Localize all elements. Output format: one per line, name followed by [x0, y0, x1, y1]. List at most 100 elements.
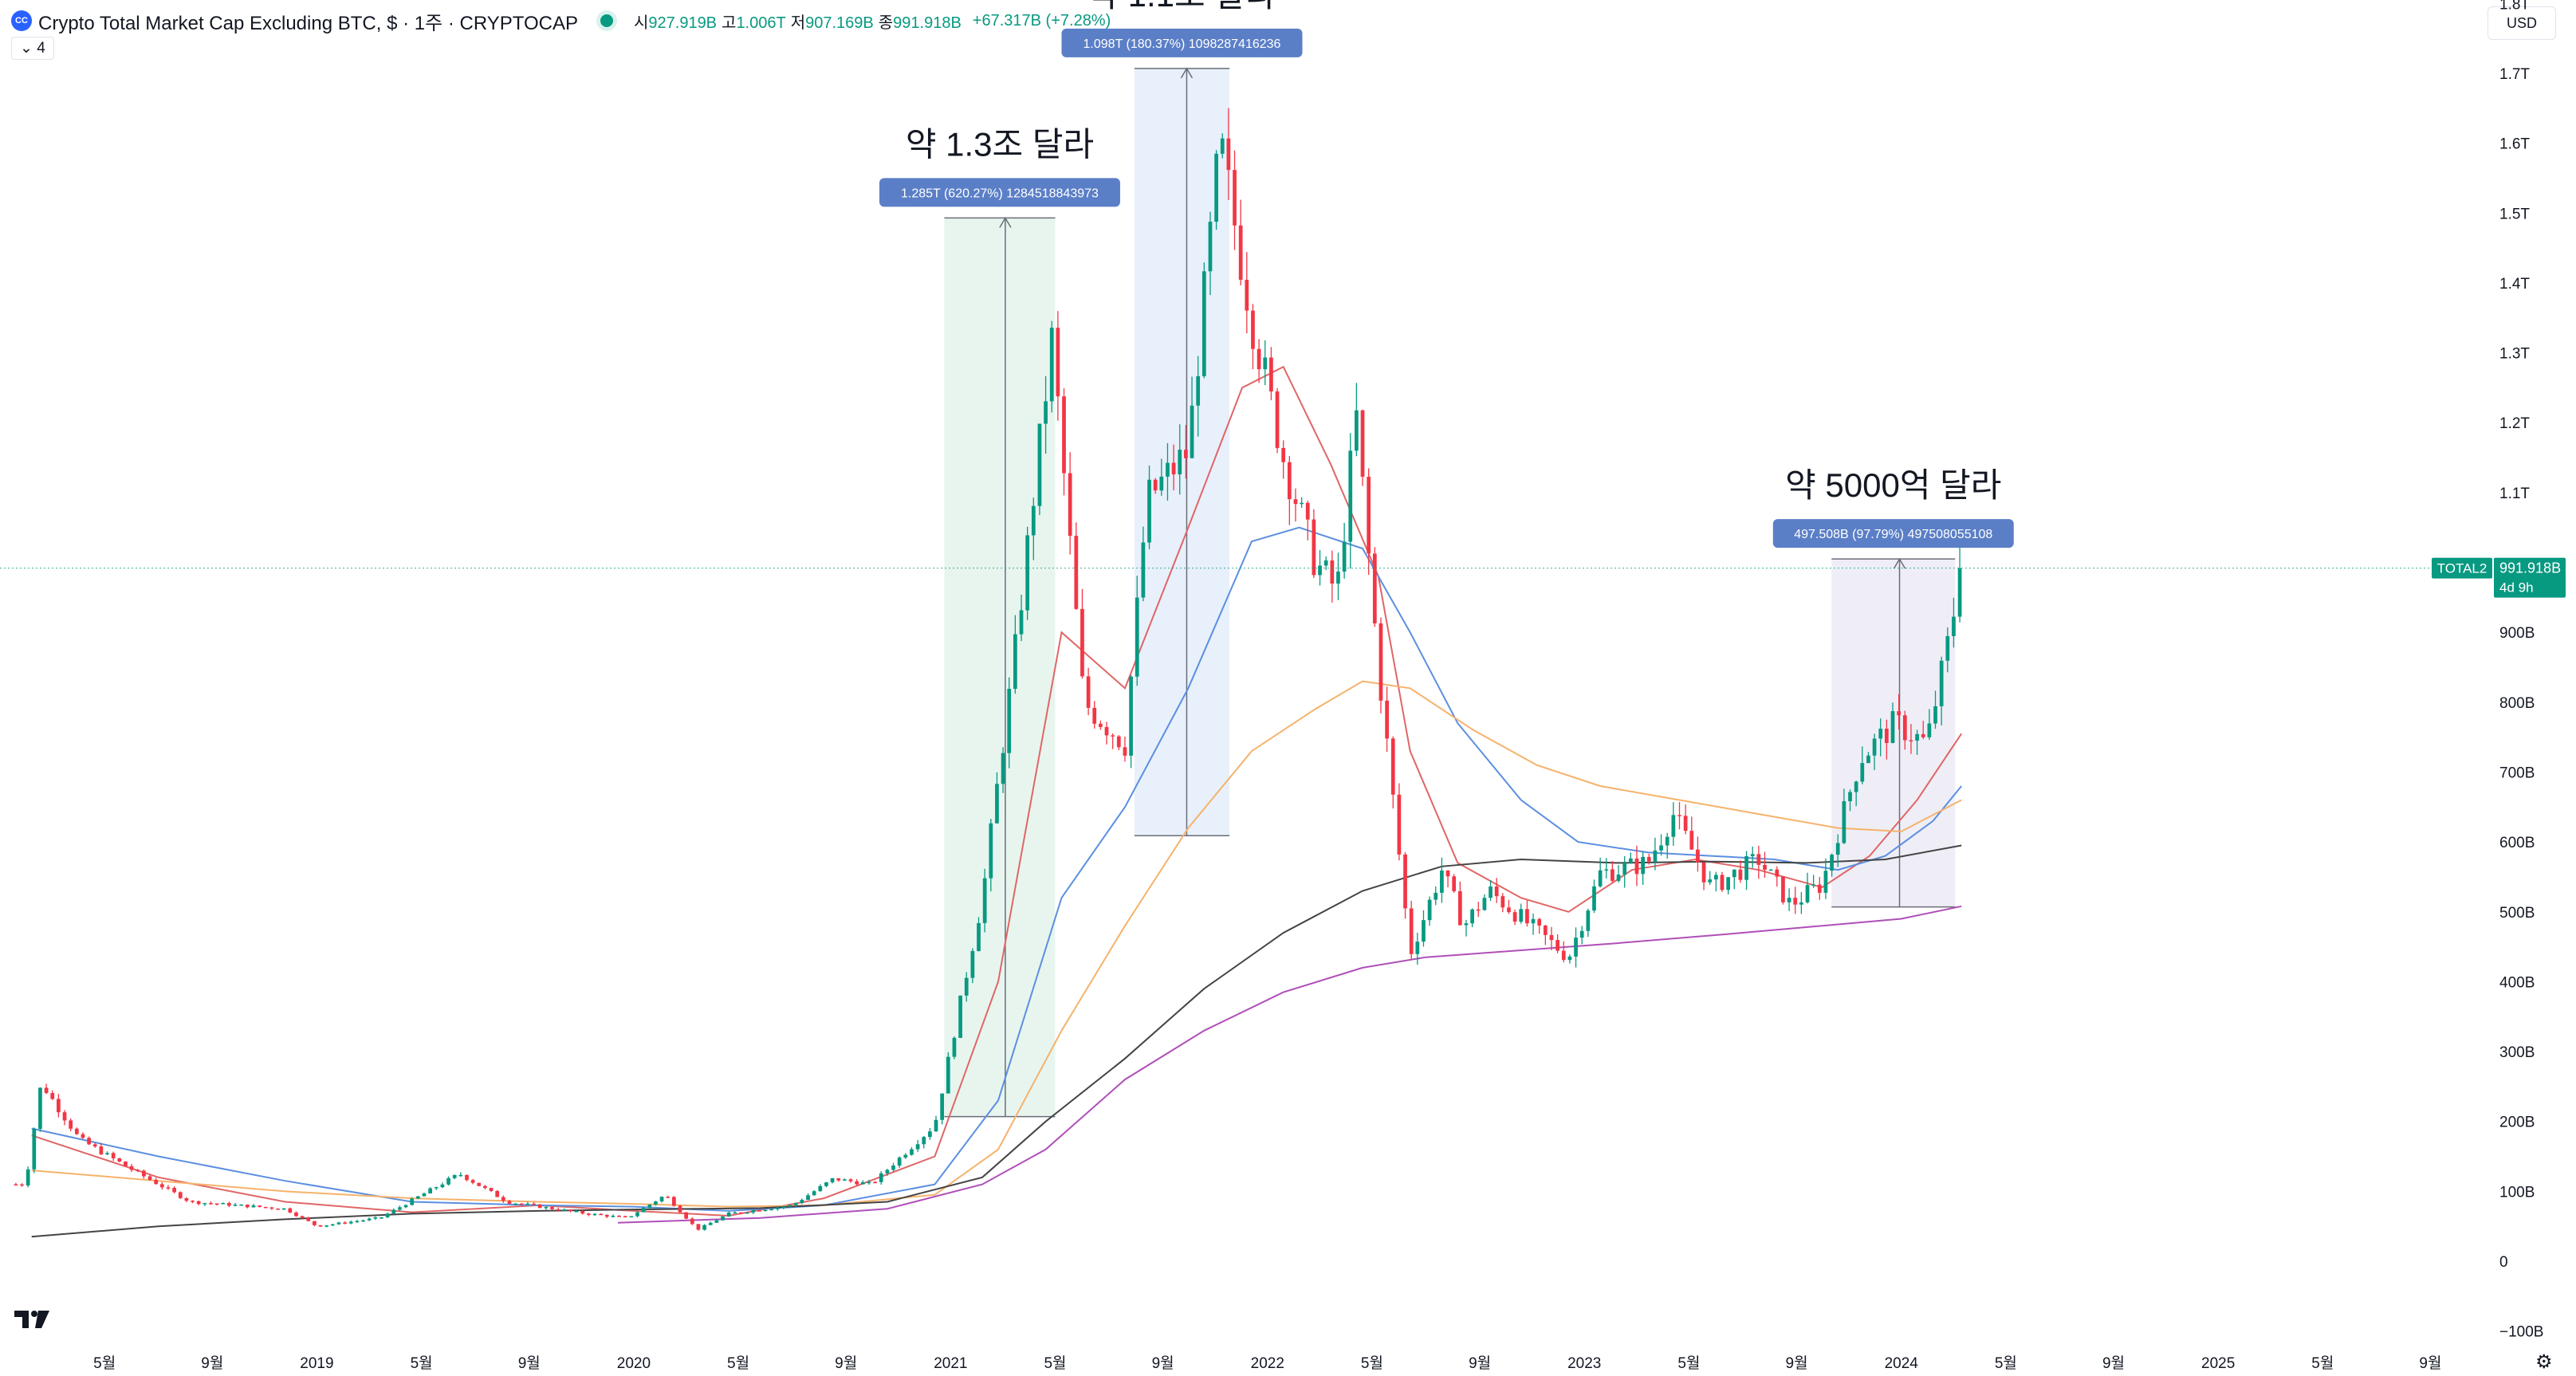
candle-body [1738, 869, 1743, 880]
range-annotation-text[interactable]: 약 5000억 달라 [1785, 466, 2001, 504]
symbol-title[interactable]: Crypto Total Market Cap Excluding BTC, $… [38, 12, 578, 34]
candle-body [465, 1174, 469, 1181]
range-annotation-text[interactable]: 약 1.1조 달라 [1087, 0, 1276, 14]
candle-body [1318, 565, 1322, 576]
candle-body [1701, 862, 1706, 883]
candle-body [928, 1131, 932, 1138]
candle-body [489, 1188, 494, 1191]
candle-body [1927, 723, 1932, 737]
price-axis-tick: 1.4T [2499, 276, 2530, 293]
tradingview-logo-icon[interactable] [14, 1307, 54, 1331]
candle-body [958, 995, 962, 1038]
candle-body [1074, 536, 1079, 609]
candle-body [1281, 447, 1286, 462]
candle-body [1080, 608, 1084, 677]
candle-body [708, 1222, 713, 1225]
range-measure-box[interactable] [944, 218, 1056, 1117]
candle-body [842, 1179, 847, 1181]
candle-body [159, 1184, 164, 1188]
candle-body [1031, 505, 1036, 536]
range-measure-box[interactable] [1134, 68, 1230, 836]
candle-body [1086, 676, 1091, 708]
candle-body [1312, 519, 1316, 576]
time-axis-tick: 5월 [1361, 1354, 1383, 1372]
candle-body [1726, 877, 1731, 890]
moving-average-line[interactable] [31, 680, 1962, 1208]
range-annotation-text[interactable]: 약 1.3조 달라 [906, 125, 1094, 163]
candle-body [1476, 909, 1481, 911]
moving-average-line[interactable] [31, 526, 1962, 1212]
candle-body [196, 1201, 201, 1205]
time-axis-tick: 2023 [1567, 1355, 1601, 1372]
time-axis[interactable]: 5월 9월 2019 5월 9월 2020 5월 9월 2021 5월 9월 2022 5월 9월 2023… [93, 1354, 2441, 1372]
time-axis-tick: 5월 [727, 1354, 749, 1372]
candle-body [191, 1201, 195, 1202]
candle-body [970, 950, 975, 978]
candle-body [1720, 875, 1725, 890]
price-change: +67.317B (+7.28%) [972, 11, 1111, 29]
candle-body [1519, 909, 1524, 922]
candle-body [483, 1185, 487, 1189]
candle-body [1500, 896, 1505, 908]
range-measure-label: 1.098T (180.37%) 1098287416236 [1083, 37, 1281, 51]
indicators-toggle-button[interactable]: ⌄ 4 [11, 37, 54, 60]
candle-body [1830, 855, 1834, 871]
candle-body [434, 1187, 439, 1189]
candle-body [714, 1220, 719, 1223]
symbol-logo-icon: CC [11, 10, 32, 31]
chevron-down-icon: ⌄ [20, 40, 33, 57]
candle-body [1567, 956, 1572, 961]
candle-body [812, 1191, 816, 1196]
candle-body [99, 1146, 104, 1154]
symbol-price-tag-label: TOTAL2 [2437, 561, 2488, 576]
candle-body [1019, 610, 1024, 635]
candle-body [1763, 864, 1767, 870]
candle-body [1823, 871, 1828, 893]
candle-body [1482, 898, 1487, 910]
candle-body [952, 1037, 957, 1057]
candle-body [599, 1213, 603, 1216]
candle-body [477, 1182, 482, 1186]
currency-select[interactable]: USD [2488, 6, 2556, 40]
symbol-price-tag[interactable] [2432, 557, 2492, 579]
candle-body [1275, 391, 1280, 448]
price-axis-tick: 1.6T [2499, 136, 2530, 153]
last-price-tag[interactable] [2494, 557, 2566, 598]
candle-body [1269, 357, 1273, 392]
market-status-icon[interactable] [600, 14, 613, 27]
moving-average-line[interactable] [31, 844, 1962, 1238]
candle-body [495, 1190, 500, 1197]
candle-body [1854, 781, 1858, 792]
candle-body [410, 1198, 415, 1205]
candle-body [1330, 560, 1335, 584]
time-axis-tick: 2021 [934, 1355, 967, 1372]
moving-average-line[interactable] [617, 905, 1962, 1224]
price-axis[interactable]: 1.8T 1.7T 1.6T 1.5T 1.4T 1.3T 1.2T 1.1T 900B 800B… [2432, 0, 2566, 1341]
candle-body [867, 1181, 871, 1184]
candle-body [214, 1203, 219, 1205]
candle-body [373, 1217, 378, 1219]
candle-body [74, 1128, 79, 1134]
candle-body [276, 1209, 280, 1210]
candle-body [751, 1210, 756, 1213]
candle-body [209, 1203, 213, 1205]
candle-body [422, 1193, 427, 1197]
candle-body [1044, 401, 1048, 424]
candle-body [1835, 843, 1840, 855]
candle-body [398, 1207, 402, 1210]
moving-average-line[interactable] [31, 365, 1963, 1217]
candle-body [1628, 858, 1633, 863]
candle-body [1921, 733, 1925, 737]
candle-body [1860, 763, 1865, 782]
chart-settings-icon[interactable]: ⚙ [2535, 1351, 2553, 1373]
candle-body [855, 1181, 859, 1185]
candle-body [38, 1087, 42, 1130]
candle-body [1233, 170, 1237, 226]
candle-body [891, 1166, 895, 1170]
candle-body [617, 1216, 621, 1217]
candle-body [848, 1179, 853, 1181]
candle-body [654, 1201, 658, 1205]
candle-body [1323, 560, 1328, 566]
candle-body [1775, 869, 1780, 877]
